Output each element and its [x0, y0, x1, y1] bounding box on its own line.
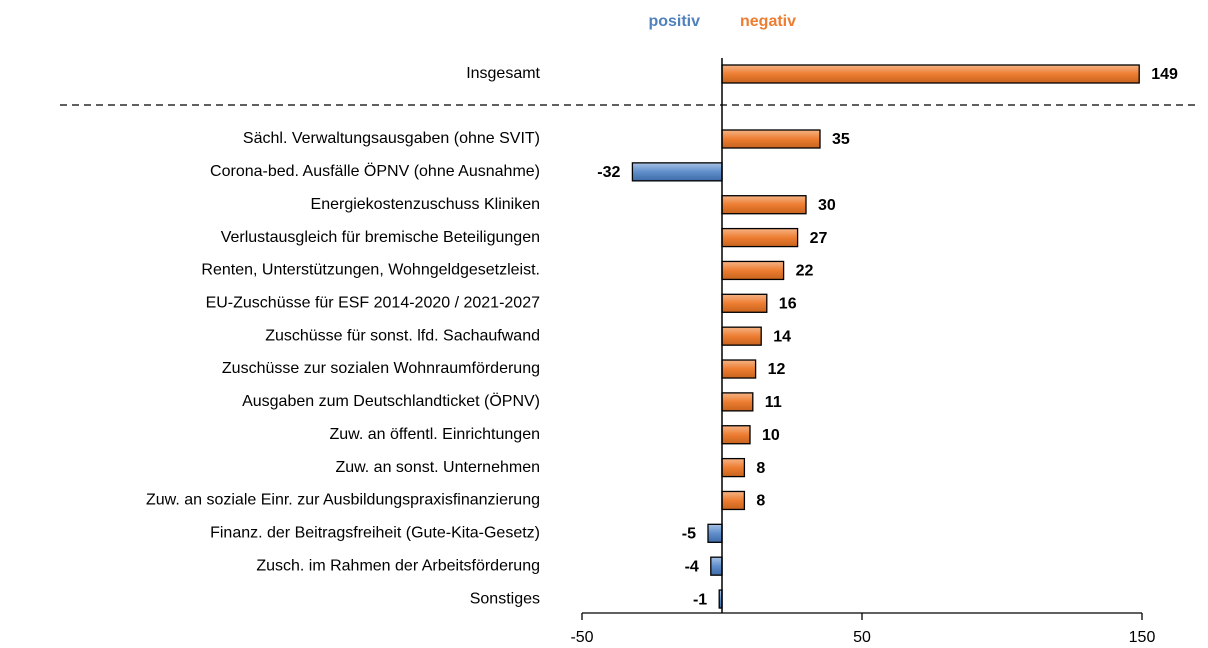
value-label: 10	[762, 427, 780, 444]
bar	[721, 129, 821, 149]
value-label: 14	[773, 328, 791, 345]
category-label: Zusch. im Rahmen der Arbeitsförderung	[256, 557, 540, 574]
category-label: Ausgaben zum Deutschlandticket (ÖPNV)	[242, 392, 540, 410]
value-label: -1	[693, 591, 707, 608]
value-label: 35	[832, 131, 850, 148]
category-label: Zuw. an öffentl. Einrichtungen	[329, 426, 540, 443]
bar	[721, 227, 799, 248]
bar	[721, 392, 754, 412]
category-label: Zuw. an sonst. Unternehmen	[335, 459, 540, 476]
legend-label: positiv	[648, 13, 700, 30]
category-label: Zuschüsse zur sozialen Wohnraumförderung	[222, 360, 540, 377]
category-label: Sonstiges	[470, 590, 540, 607]
value-label: 11	[765, 394, 782, 411]
x-tick-label: -50	[570, 629, 593, 646]
bar	[721, 293, 768, 313]
value-label: 149	[1151, 66, 1178, 83]
category-label: Zuw. an soziale Einr. zur Ausbildungspra…	[146, 492, 540, 509]
category-label: Finanz. der Beitragsfreiheit (Gute-Kita-…	[210, 525, 540, 542]
category-label: Insgesamt	[466, 65, 540, 82]
value-label: 30	[818, 197, 836, 214]
bar	[721, 195, 807, 215]
value-label: 12	[768, 361, 786, 378]
bar	[721, 457, 746, 478]
value-label: 8	[756, 460, 765, 477]
legend-label: negativ	[740, 13, 796, 30]
x-tick-label: 150	[1129, 629, 1156, 646]
value-label: 27	[810, 230, 828, 247]
bar	[721, 326, 762, 346]
bar	[721, 425, 751, 445]
value-label: 8	[756, 493, 765, 510]
category-label: Zuschüsse für sonst. lfd. Sachaufwand	[265, 327, 540, 344]
value-label: -4	[685, 558, 699, 575]
bar	[721, 490, 746, 511]
category-label: Corona-bed. Ausfälle ÖPNV (ohne Ausnahme…	[210, 162, 540, 180]
category-label: EU-Zuschüsse für ESF 2014-2020 / 2021-20…	[206, 295, 541, 312]
category-label: Sächl. Verwaltungsausgaben (ohne SVIT)	[243, 130, 540, 147]
x-tick-label: 50	[853, 629, 871, 646]
value-label: -32	[597, 164, 620, 181]
bar	[631, 162, 723, 182]
value-label: -5	[682, 526, 696, 543]
bar	[710, 556, 723, 576]
bar	[721, 260, 785, 281]
bar	[721, 64, 1140, 84]
category-label: Verlustausgleich für bremische Beteiligu…	[221, 229, 540, 246]
bar	[707, 523, 723, 543]
bar	[721, 359, 757, 379]
value-label: 22	[796, 263, 814, 280]
category-label: Renten, Unterstützungen, Wohngeldgesetzl…	[201, 262, 540, 279]
category-label: Energiekostenzuschuss Kliniken	[311, 196, 540, 213]
value-label: 16	[779, 296, 797, 313]
